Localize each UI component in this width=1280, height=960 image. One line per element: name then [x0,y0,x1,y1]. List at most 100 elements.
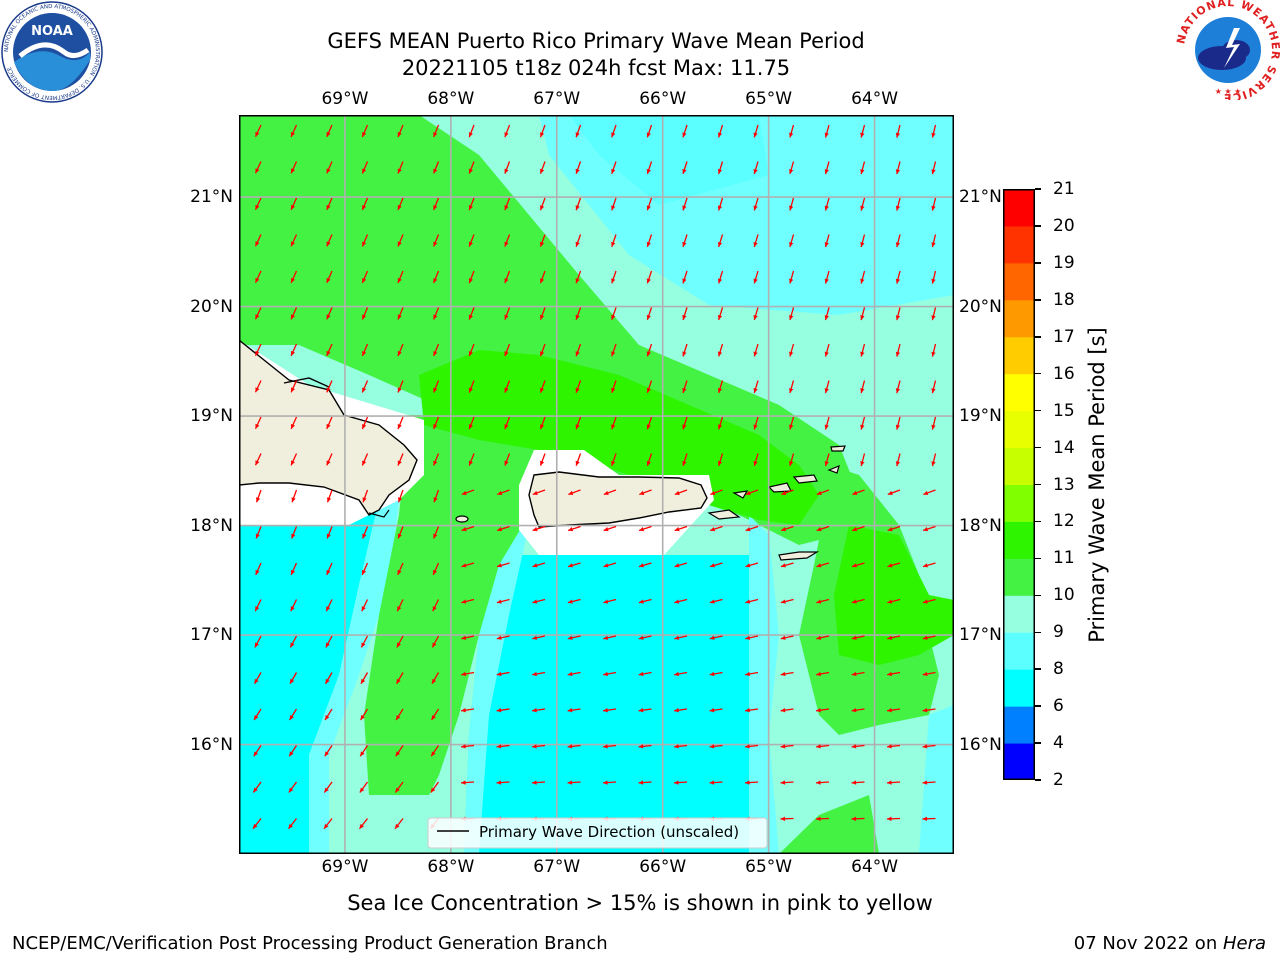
colorbar-tick: 17 [1053,326,1075,347]
wave-arrow [468,270,475,284]
wave-arrow [567,635,581,640]
lat-tick-left: 16°N [190,734,233,755]
colorbar-tick: 9 [1053,622,1064,643]
lat-tick-right: 20°N [959,296,1002,317]
wave-arrow [603,671,617,677]
wave-arrow [745,708,759,713]
wave-arrow [567,598,581,604]
colorbar-tick-mark [1035,299,1041,301]
wave-arrow [567,525,581,532]
wave-arrow [361,161,369,174]
nws-logo: NATIONAL WEATHER SERVICE ★ ★ ★ [1176,0,1280,100]
wave-arrow [539,416,546,430]
wave-arrow [860,453,866,467]
wave-arrow [709,744,723,749]
wave-arrow [504,124,511,138]
wave-arrow [682,380,688,394]
colorbar-tick: 2 [1053,770,1064,790]
colorbar-tick-mark [1035,779,1041,781]
wave-arrow [289,635,298,648]
wave-arrow [789,453,795,467]
wave-arrow [816,489,830,496]
wave-arrow [922,708,936,713]
wave-arrow [290,416,298,430]
wave-arrow [323,818,333,830]
wave-arrow [532,635,546,640]
wave-arrow [324,708,333,721]
wave-arrow [717,234,724,248]
wave-arrow [851,744,865,749]
wave-arrow [603,635,617,640]
colorbar-band [1003,484,1035,522]
wave-arrow [532,525,546,532]
lat-tick-left: 19°N [190,406,233,427]
wave-arrow [709,708,723,713]
wave-arrow [539,234,546,247]
colorbar-tick: 4 [1053,733,1064,754]
wave-arrow [886,816,901,821]
wave-arrow [290,270,298,284]
wave-arrow [745,598,759,604]
period-band-8-9-south-west-edge [464,525,529,854]
wave-arrow [753,453,759,467]
wave-arrow [575,161,582,174]
map-legend: Primary Wave Direction (unscaled) [427,817,768,849]
wave-arrow [539,270,546,284]
wave-arrow [397,416,404,430]
wave-arrow [496,780,510,785]
colorbar-tick: 10 [1053,585,1075,606]
wave-arrow [674,562,688,568]
wave-arrow [886,780,901,785]
wave-arrow [931,270,937,284]
wave-arrow [851,671,865,677]
wave-arrow [568,489,581,496]
wave-arrow [638,708,652,713]
colorbar-tick: 16 [1053,363,1075,384]
wave-arrow [254,161,262,174]
wave-arrow [361,307,369,320]
wave-arrow [824,124,830,138]
colorbar-band [1003,632,1035,670]
lon-tick-bottom: 69°W [321,857,369,877]
wave-arrow [254,343,262,357]
wave-arrow [789,234,795,248]
lat-tick-left: 20°N [190,296,233,317]
wave-arrow [815,816,830,821]
wave-arrow [430,781,440,793]
vieques-island [707,509,741,520]
wave-arrow [254,416,262,430]
colorbar-band [1003,447,1035,485]
wave-arrow [461,489,475,496]
wave-arrow [611,270,617,284]
wave-arrow [646,270,653,284]
wave-arrow [504,234,511,247]
wave-arrow [325,635,333,648]
wave-arrow [252,781,262,793]
wave-arrow [496,744,510,749]
wave-arrow [539,453,546,466]
legend-entry: Primary Wave Direction (unscaled) [479,823,739,841]
wave-arrow [860,416,866,430]
wave-arrow [468,197,475,211]
wave-arrow [887,635,901,640]
wave-arrow [504,161,511,174]
colorbar-band [1003,410,1035,449]
lon-tick-bottom: 64°W [851,857,899,877]
wave-arrow [646,234,653,248]
wave-arrow [895,124,901,138]
wave-arrow [361,270,369,284]
wave-arrow [567,744,581,749]
wave-arrow [603,744,617,749]
wave-arrow [709,671,723,677]
wave-arrow [254,599,262,612]
wave-arrow [396,599,404,612]
wave-arrow [646,416,653,430]
colorbar-tick-mark [1035,446,1041,449]
wave-arrow [753,307,759,321]
sea-ice-note: Sea Ice Concentration > 15% is shown in … [347,891,933,915]
lon-tick-bottom: 66°W [639,857,687,877]
wave-arrow [361,599,369,612]
wave-arrow [394,781,404,793]
period-band-11-12-east [834,525,954,665]
colorbar-tick-mark [1035,336,1041,338]
